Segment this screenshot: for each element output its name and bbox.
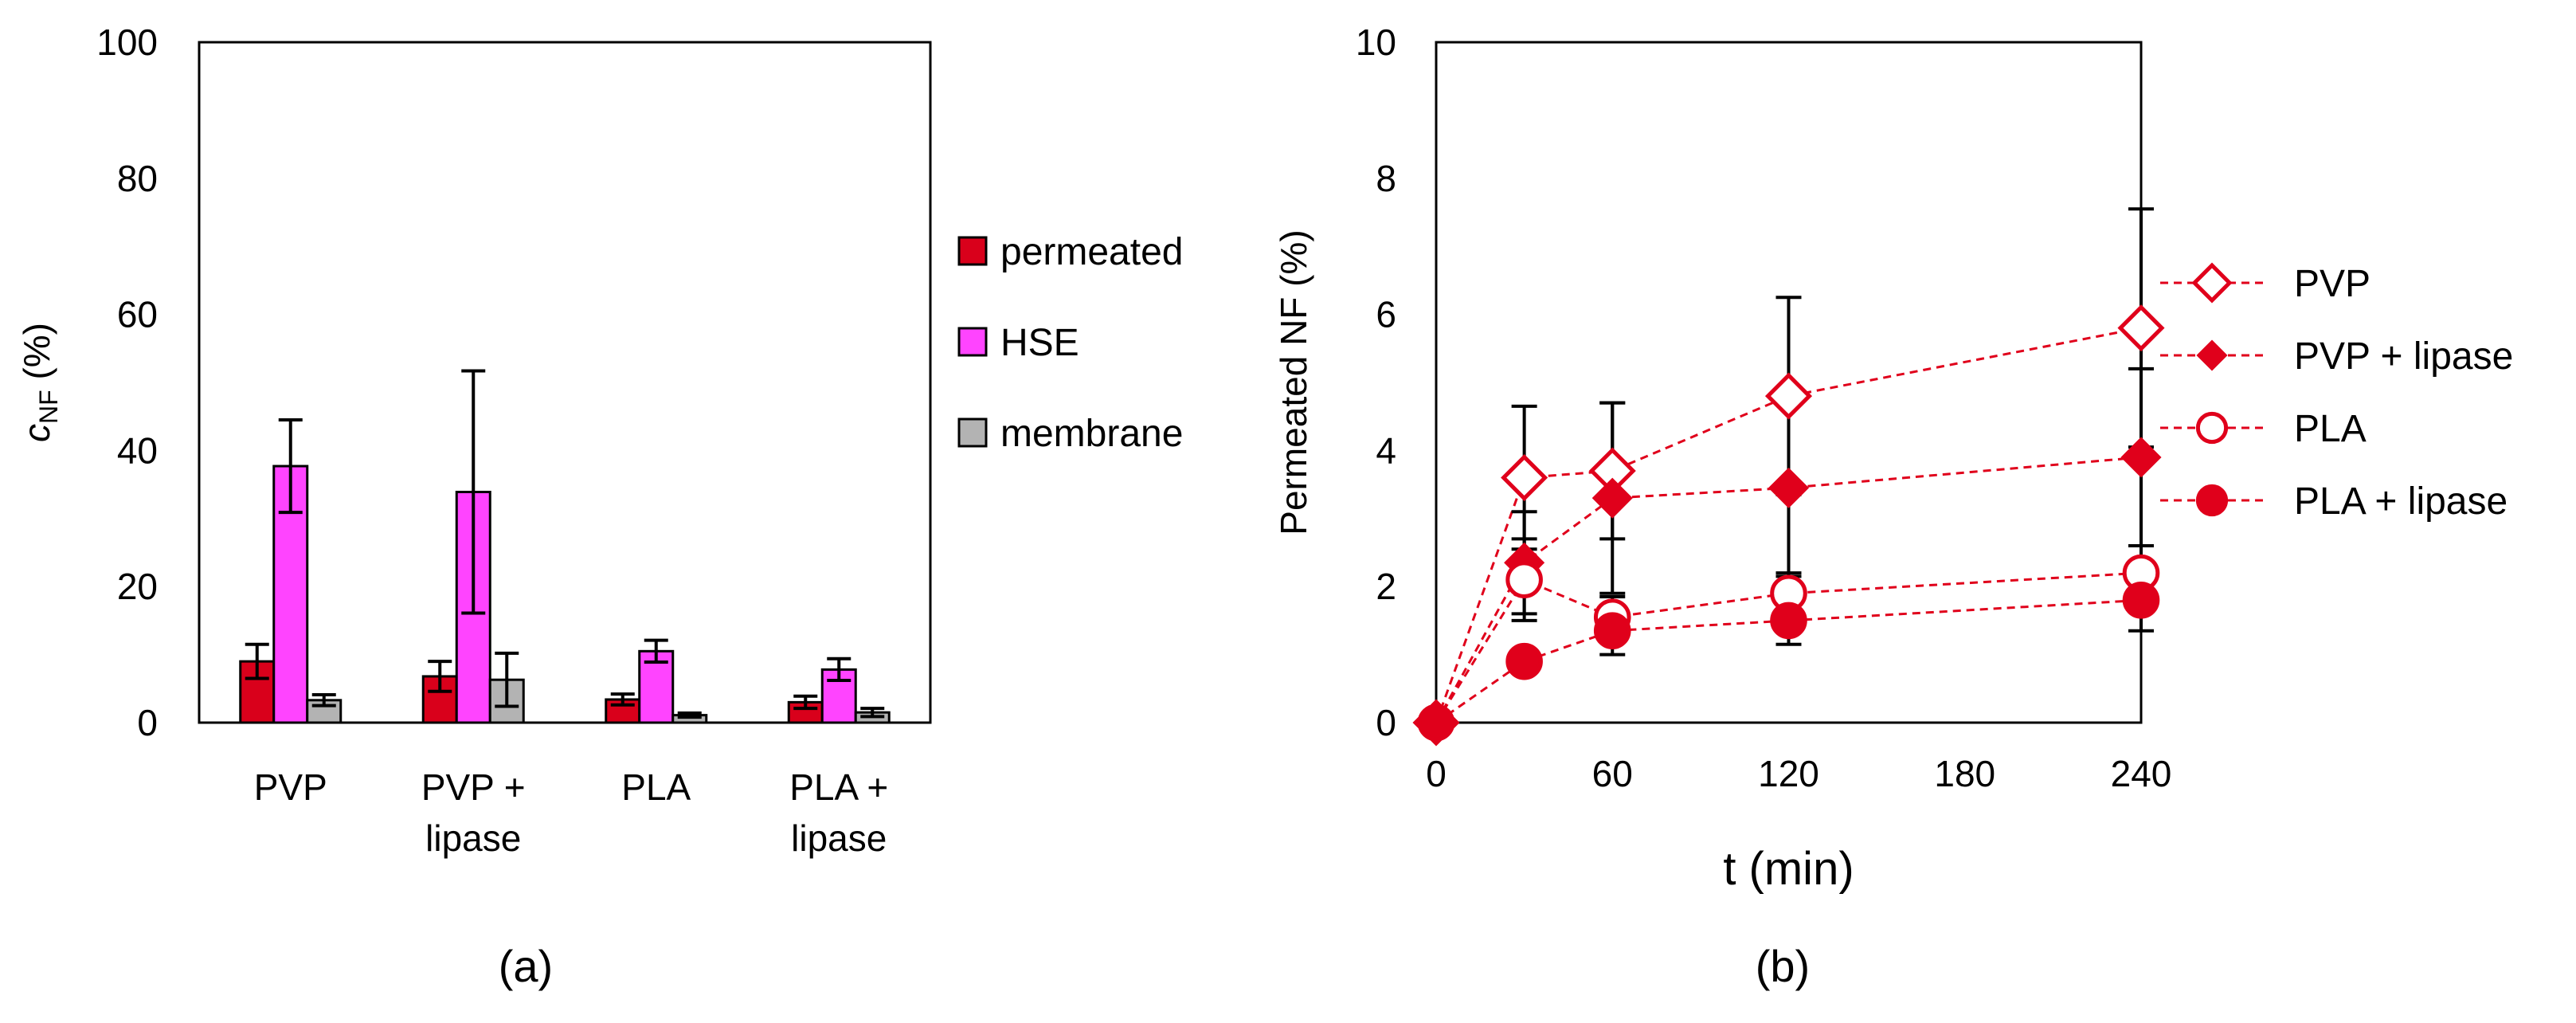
y-tick-label-b: 4 — [1376, 429, 1396, 471]
legend-label-HSE: HSE — [1000, 322, 1079, 364]
point-series-3-4 — [2122, 581, 2160, 619]
x-tick-label-b: 180 — [1934, 753, 1995, 794]
y-axis-label-unit: (%) — [16, 323, 57, 390]
legend-marker-1 — [2196, 339, 2228, 371]
y-tick-label-a: 60 — [117, 294, 158, 335]
point-series-3-1 — [1505, 642, 1543, 680]
y-tick-label-a: 40 — [117, 429, 158, 471]
point-series-1-3 — [1768, 467, 1810, 508]
series-line-3 — [1435, 598, 2142, 724]
y-tick-label-a: 0 — [137, 702, 158, 743]
y-tick-label-a: 20 — [117, 566, 158, 607]
x-axis-label-b: t (min) — [1723, 843, 1854, 895]
legend-label-membrane: membrane — [1000, 413, 1183, 455]
x-tick-label-b: 60 — [1592, 753, 1633, 794]
point-series-3-2 — [1593, 612, 1631, 650]
point-series-1-2 — [1591, 477, 1633, 519]
y-tick-label-b: 0 — [1376, 702, 1396, 743]
legend-marker-3 — [2195, 484, 2229, 517]
x-tick-label-b: 240 — [2111, 753, 2172, 794]
point-series-0-3 — [1764, 372, 1813, 420]
point-series-3-0 — [1417, 704, 1455, 742]
x-category-label-a: PLA + — [789, 766, 888, 808]
panel-label-b: (b) — [1756, 941, 1810, 991]
y-axis-label-subscript: NF — [34, 390, 63, 424]
y-tick-label-b: 8 — [1376, 158, 1396, 199]
legend-swatch-HSE — [957, 327, 988, 357]
y-tick-label-a: 100 — [96, 22, 158, 63]
y-axis-label-b: Permeated NF (%) — [1273, 229, 1314, 535]
x-tick-label-b: 0 — [1426, 753, 1447, 794]
legend-label-b-3: PLA + lipase — [2294, 480, 2507, 523]
x-tick-label-b: 120 — [1758, 753, 1819, 794]
x-category-label-a: PVP + — [421, 766, 526, 808]
y-axis-label-symbol: c — [16, 424, 57, 442]
point-series-2-1 — [1505, 561, 1543, 598]
panel-b-line-chart: 0 2 4 6 8 10 0 60 120 180 240 t (min) Permeated NF (… — [1273, 22, 2513, 991]
x-category-label-a: PVP — [254, 766, 327, 808]
point-series-3-3 — [1770, 602, 1807, 640]
legend-label-permeated: permeated — [1000, 231, 1183, 273]
y-tick-label-b: 2 — [1376, 566, 1396, 607]
legend-marker-0 — [2191, 262, 2233, 304]
point-series-1-4 — [2120, 437, 2162, 478]
x-category-label-a: lipase — [791, 817, 887, 859]
legend-swatch-membrane — [957, 417, 988, 448]
y-tick-label-b: 10 — [1356, 22, 1396, 63]
panel-label-a: (a) — [499, 941, 553, 991]
x-category-label-a: lipase — [425, 817, 521, 859]
y-tick-label-a: 80 — [117, 158, 158, 199]
y-tick-label-b: 6 — [1376, 294, 1396, 335]
legend-swatch-permeated — [957, 236, 988, 266]
x-category-label-a: PLA — [621, 766, 691, 808]
point-series-0-1 — [1501, 454, 1548, 502]
plot-frame-a — [198, 41, 932, 724]
legend-label-b-1: PVP + lipase — [2294, 335, 2513, 378]
legend-marker-2 — [2195, 411, 2229, 445]
point-series-0-4 — [2117, 304, 2165, 352]
legend-label-b-2: PLA — [2294, 408, 2367, 450]
y-axis-label-a: cNF (%) — [16, 323, 63, 442]
legend-label-b-0: PVP — [2294, 263, 2370, 305]
panel-a-bar-chart: 0 20 40 60 80 100 cNF (%) PVP PVP + lipase PLA PLA … — [16, 22, 1183, 991]
